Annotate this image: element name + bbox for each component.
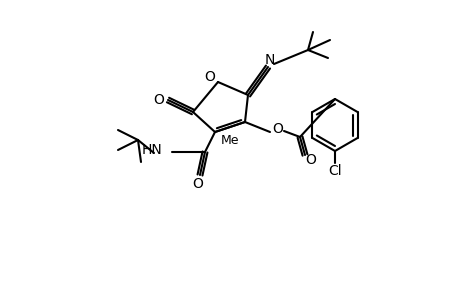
Text: O: O bbox=[192, 177, 203, 191]
Text: Cl: Cl bbox=[327, 164, 341, 178]
Text: N: N bbox=[264, 53, 274, 67]
Text: HN: HN bbox=[141, 143, 162, 157]
Text: O: O bbox=[204, 70, 215, 84]
Text: O: O bbox=[272, 122, 283, 136]
Text: O: O bbox=[305, 153, 316, 167]
Text: Me: Me bbox=[220, 134, 239, 146]
Text: O: O bbox=[153, 93, 164, 107]
